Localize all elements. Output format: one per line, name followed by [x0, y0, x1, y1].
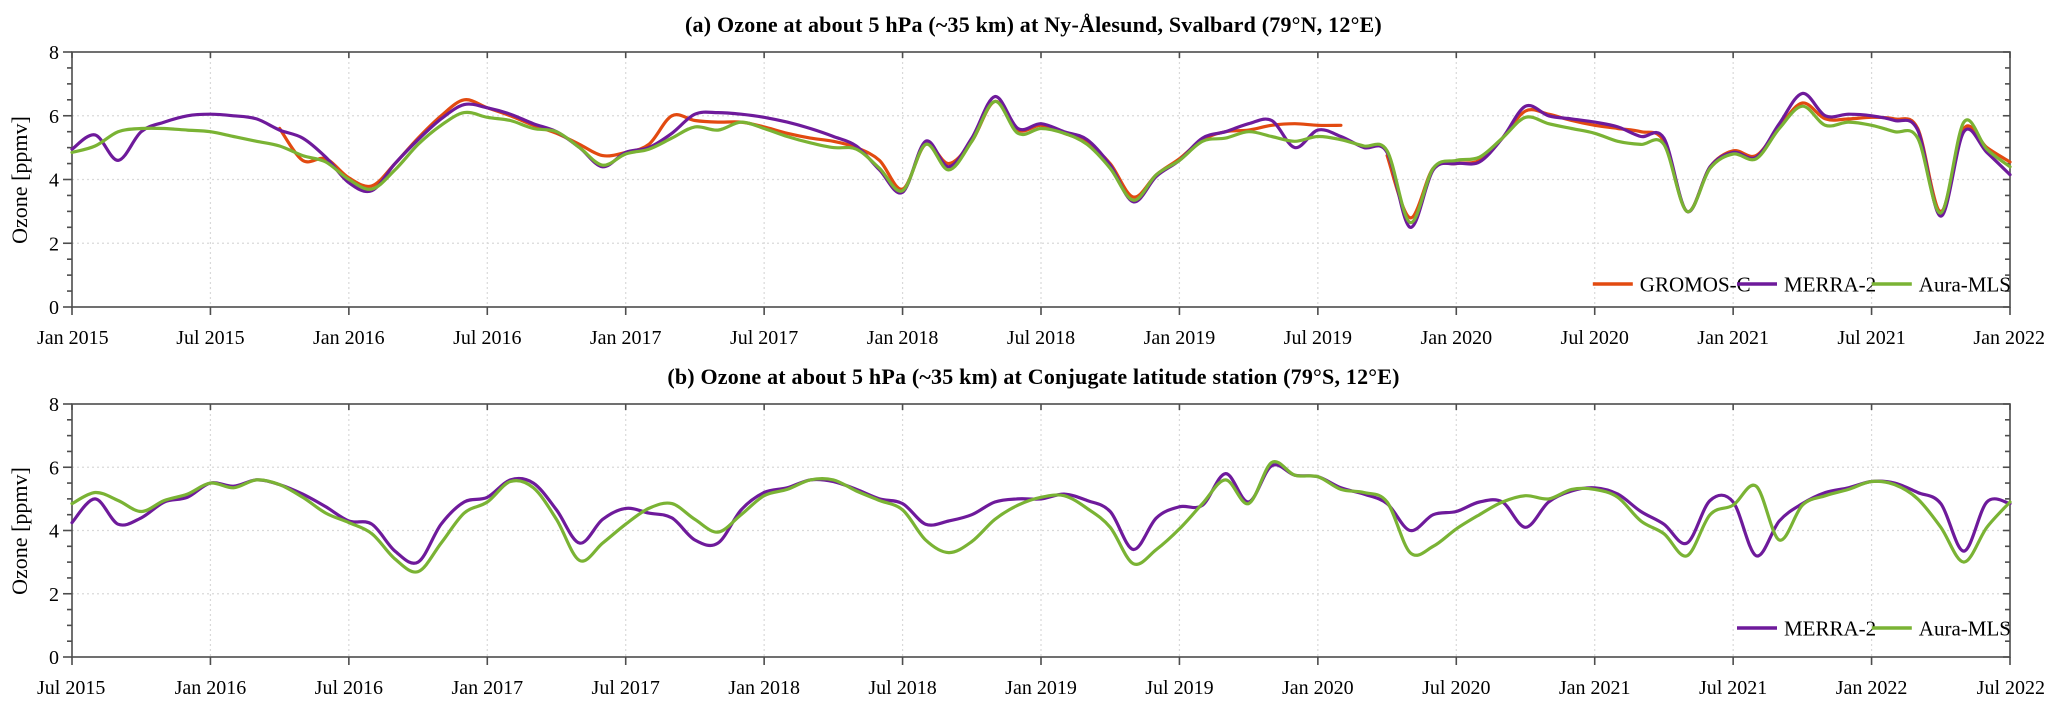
axes: [63, 403, 2011, 665]
y-tick-label: 8: [49, 42, 59, 64]
x-tick-label: Jul 2019: [1145, 677, 1213, 699]
axes: [63, 51, 2011, 315]
x-tick-label: Jan 2015: [37, 327, 109, 349]
legend: MERRA-2 Aura-MLS: [1737, 616, 2011, 640]
x-tick-label: Jan 2017: [590, 327, 662, 349]
y-tick-label: 0: [49, 297, 59, 319]
tick-labels: 0 2 4 6 8 Jan 2015 Jul 2015 Jan 2016 Jul 2016 Jan…: [37, 42, 2045, 349]
x-tick-label: Jul 2019: [1284, 327, 1352, 349]
x-tick-label: Jan 2018: [728, 677, 800, 699]
x-tick-label: Jan 2018: [867, 327, 939, 349]
x-tick-label: Jul 2017: [592, 677, 660, 699]
x-tick-label: Jan 2017: [451, 677, 523, 699]
x-tick-label: Jul 2022: [1977, 677, 2045, 699]
x-tick-label: Jul 2020: [1561, 327, 1629, 349]
x-tick-label: Jan 2020: [1420, 327, 1492, 349]
data-series: [70, 460, 2012, 574]
x-tick-label: Jan 2022: [1973, 327, 2045, 349]
x-tick-label: Jul 2021: [1837, 327, 1905, 349]
legend-label-merra-2: MERRA-2: [1784, 616, 1876, 640]
x-tick-label: Jan 2020: [1282, 677, 1354, 699]
x-tick-label: Jul 2021: [1699, 677, 1767, 699]
x-tick-label: Jul 2018: [868, 677, 936, 699]
x-tick-label: Jul 2015: [176, 327, 244, 349]
x-tick-label: Jul 2020: [1422, 677, 1490, 699]
legend: GROMOS-C MERRA-2 Aura-MLS: [1592, 272, 2011, 296]
x-tick-label: Jan 2016: [175, 677, 247, 699]
y-tick-label: 6: [49, 106, 59, 128]
x-tick-label: Jul 2017: [730, 327, 798, 349]
x-tick-label: Jul 2018: [1007, 327, 1075, 349]
x-tick-label: Jan 2021: [1697, 327, 1769, 349]
x-tick-label: Jan 2016: [313, 327, 385, 349]
legend-label-merra-2: MERRA-2: [1784, 272, 1876, 296]
tick-labels: 0 2 4 6 8 Jul 2015 Jan 2016 Jul 2016 Jan 2017 Jul…: [37, 394, 2045, 699]
gridlines: [72, 404, 2010, 657]
y-tick-label: 4: [49, 521, 59, 543]
y-tick-label: 2: [49, 233, 59, 255]
legend-label-aura-mls: Aura-MLS: [1919, 272, 2011, 296]
y-tick-label: 4: [49, 170, 59, 192]
legend-label-aura-mls: Aura-MLS: [1919, 616, 2011, 640]
y-tick-label: 8: [49, 394, 59, 416]
y-tick-label: 0: [49, 647, 59, 669]
gridlines: [72, 52, 2010, 307]
x-tick-label: Jan 2019: [1005, 677, 1077, 699]
x-tick-label: Jan 2019: [1144, 327, 1216, 349]
x-tick-label: Jan 2022: [1836, 677, 1908, 699]
x-tick-label: Jul 2016: [453, 327, 521, 349]
panel-b-title: (b) Ozone at about 5 hPa (~35 km) at Con…: [667, 364, 1400, 389]
series-aura-mls: [70, 99, 2012, 225]
x-tick-label: Jul 2016: [315, 677, 383, 699]
y-tick-label: 2: [49, 584, 59, 606]
y-tick-label: 6: [49, 457, 59, 479]
x-tick-label: Jan 2021: [1559, 677, 1631, 699]
data-series: [70, 91, 2012, 229]
legend-label-gromos-c: GROMOS-C: [1640, 272, 1751, 296]
panel-a-title: (a) Ozone at about 5 hPa (~35 km) at Ny-…: [685, 12, 1382, 37]
series-aura-mls: [70, 460, 2012, 574]
x-tick-label: Jul 2015: [37, 677, 105, 699]
